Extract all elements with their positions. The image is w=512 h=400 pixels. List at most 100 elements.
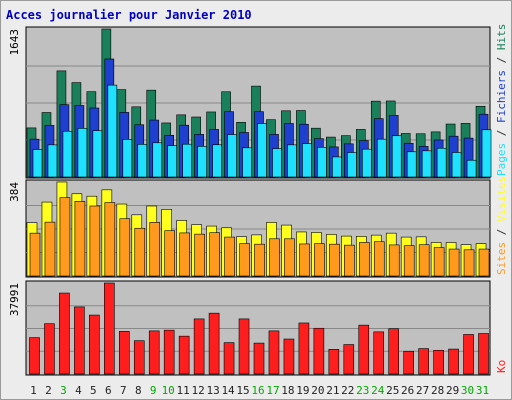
bar-sites-day-18	[284, 238, 295, 277]
bar-ko-day-19	[298, 322, 310, 375]
bar-ko-day-21	[328, 349, 340, 375]
bar-sites-day-14	[224, 236, 235, 277]
bar-pages-day-21	[332, 156, 342, 178]
visits-panel: 384 Sites / Visites	[8, 176, 508, 278]
bar-sites-day-9	[149, 222, 161, 277]
bar-pages-day-18	[287, 144, 297, 178]
bar-sites-day-3	[59, 197, 71, 277]
legend-fichiers: Fichiers	[495, 70, 508, 123]
x-tick-label-day-17: 17	[266, 384, 279, 397]
bar-pages-day-3	[62, 130, 73, 178]
hits-panel-ymax-label: 1643	[8, 29, 21, 56]
bar-ko-day-13	[208, 312, 220, 375]
bar-ko-day-5	[89, 314, 100, 375]
bar-ko-day-4	[74, 306, 85, 375]
bar-ko-day-1	[29, 337, 40, 375]
bar-sites-day-15	[239, 243, 250, 277]
bar-sites-day-7	[119, 218, 131, 277]
x-tick-label-day-15: 15	[236, 384, 249, 397]
chart-title: Acces journalier pour Janvier 2010	[6, 8, 252, 22]
bar-pages-day-20	[317, 146, 327, 178]
bar-pages-day-22	[347, 152, 357, 178]
bar-sites-day-17	[269, 238, 280, 277]
x-tick-label-day-7: 7	[120, 384, 127, 397]
bar-ko-day-29	[448, 348, 459, 375]
bar-pages-day-2	[47, 144, 58, 178]
bar-sites-day-19	[299, 243, 310, 277]
bar-pages-day-4	[77, 128, 88, 178]
bar-sites-day-28	[433, 247, 445, 277]
bar-ko-day-2	[44, 323, 55, 375]
bar-sites-day-16	[254, 243, 265, 277]
x-tick-label-day-24: 24	[371, 384, 385, 397]
bar-pages-day-8	[137, 144, 148, 178]
bar-ko-day-30	[463, 334, 474, 375]
bar-sites-day-5	[89, 205, 101, 277]
bar-pages-day-29	[451, 152, 462, 178]
bar-ko-day-18	[283, 338, 295, 375]
bar-ko-day-27	[418, 348, 429, 375]
bar-ko-day-20	[313, 327, 325, 375]
bar-ko-day-31	[478, 333, 489, 375]
bar-sites-day-4	[74, 201, 86, 277]
bar-sites-day-25	[388, 244, 400, 277]
bar-pages-day-7	[122, 139, 133, 178]
bar-sites-day-6	[104, 202, 116, 277]
bar-pages-day-23	[361, 148, 372, 178]
x-tick-label-day-29: 29	[446, 384, 459, 397]
bar-pages-day-27	[421, 150, 432, 178]
kb-panel-ymax-label: 37991	[8, 283, 21, 316]
kb-panel: 37991 Ko	[8, 280, 508, 376]
x-tick-label-day-21: 21	[326, 384, 339, 397]
x-tick-label-day-9: 9	[150, 384, 157, 397]
bar-pages-day-16	[257, 123, 267, 178]
legend-separator: /	[495, 50, 508, 70]
x-tick-label-day-8: 8	[135, 384, 142, 397]
bar-pages-day-6	[107, 84, 118, 178]
bar-pages-day-9	[152, 142, 163, 178]
bar-pages-day-19	[302, 143, 312, 178]
x-tick-label-day-2: 2	[45, 384, 52, 397]
x-tick-label-day-10: 10	[162, 384, 175, 397]
bar-sites-day-11	[179, 232, 190, 277]
legend-separator: /	[495, 123, 508, 143]
x-tick-label-day-12: 12	[192, 384, 205, 397]
bar-sites-day-26	[403, 245, 415, 277]
bar-ko-day-15	[238, 318, 250, 375]
x-tick-label-day-5: 5	[90, 384, 97, 397]
bar-pages-day-15	[242, 147, 252, 178]
x-tick-label-day-14: 14	[221, 384, 235, 397]
bar-ko-day-7	[118, 331, 130, 375]
bar-pages-day-1	[32, 149, 43, 178]
x-tick-label-day-6: 6	[105, 384, 112, 397]
bar-pages-day-5	[92, 130, 103, 178]
bar-ko-day-11	[178, 335, 190, 375]
visits-panel-ymax-label: 384	[8, 182, 21, 202]
bar-ko-day-8	[133, 340, 145, 375]
bar-pages-day-12	[197, 146, 207, 178]
bar-ko-day-10	[163, 329, 175, 375]
bar-pages-day-11	[182, 143, 192, 178]
x-tick-label-day-26: 26	[401, 384, 414, 397]
bar-pages-day-13	[212, 144, 222, 178]
x-axis-day-labels: 1 2 3 4 5 6 7 8 9 10 11 12 13 14 15 16 17 18 19 20 21 22 23 24 2…	[30, 384, 489, 397]
bar-ko-day-24	[373, 331, 385, 375]
x-tick-label-day-20: 20	[311, 384, 324, 397]
x-tick-label-day-31: 31	[476, 384, 489, 397]
bar-ko-day-6	[104, 282, 115, 375]
bar-sites-day-29	[448, 248, 460, 277]
legend-sites: Sites	[495, 242, 508, 275]
x-tick-label-day-28: 28	[431, 384, 444, 397]
x-tick-label-day-1: 1	[30, 384, 37, 397]
bar-sites-day-20	[314, 243, 325, 277]
kb-panel-legend: Ko	[495, 360, 508, 373]
x-tick-label-day-22: 22	[341, 384, 354, 397]
x-tick-label-day-30: 30	[461, 384, 474, 397]
bar-sites-day-23	[358, 242, 370, 277]
x-tick-label-day-13: 13	[206, 384, 219, 397]
bar-sites-day-2	[44, 221, 56, 277]
bar-sites-day-21	[329, 243, 340, 277]
bar-pages-day-14	[227, 134, 237, 178]
bar-sites-day-12	[194, 233, 205, 277]
x-tick-label-day-11: 11	[177, 384, 190, 397]
